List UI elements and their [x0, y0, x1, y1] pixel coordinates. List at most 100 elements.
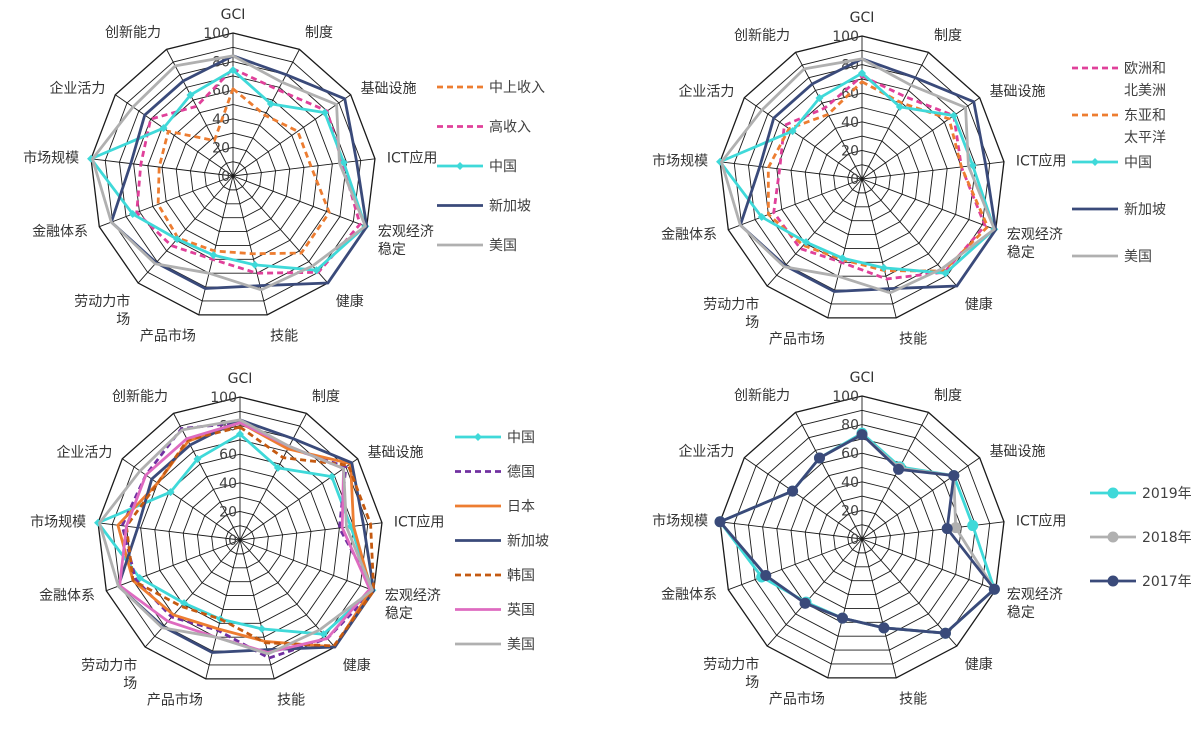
- grid-ring: [733, 49, 991, 305]
- spoke: [115, 94, 234, 177]
- grid-ring: [790, 467, 934, 609]
- spoke: [205, 539, 241, 679]
- series-2: [766, 80, 990, 273]
- legend-label: 中国: [489, 159, 517, 175]
- spoke: [137, 175, 234, 284]
- data-point: [941, 269, 950, 278]
- axis-label: 宏观经济稳定: [378, 224, 434, 258]
- series-6: [118, 421, 372, 654]
- grid-ring: [804, 481, 920, 595]
- legend-label: 东亚和太平洋: [1124, 108, 1166, 146]
- axis-label: 劳动力市场: [703, 656, 759, 691]
- data-point: [856, 429, 868, 441]
- data-point: [948, 470, 960, 482]
- data-point: [273, 463, 282, 472]
- spoke: [861, 412, 929, 540]
- radial-tick-label: 20: [841, 143, 859, 159]
- series-line: [766, 80, 990, 273]
- series-3: [116, 421, 373, 649]
- axis-label: 劳动力市场: [81, 657, 137, 692]
- legend-label: 日本: [507, 499, 535, 515]
- radial-tick-label: 20: [212, 140, 230, 156]
- axis-label: ICT应用: [1016, 152, 1066, 169]
- axis-label: 金融体系: [39, 588, 95, 604]
- legend-marker: [1091, 158, 1099, 166]
- axis-label: 企业活力: [678, 83, 734, 100]
- series-line: [89, 68, 367, 272]
- spoke: [861, 457, 980, 540]
- grid-ring: [747, 424, 977, 651]
- data-point: [236, 430, 244, 439]
- legend-marker: [1107, 487, 1119, 499]
- axis-label: 创新能力: [105, 25, 161, 41]
- legend-label: 德国: [507, 465, 535, 481]
- axis-label: 健康: [965, 656, 993, 673]
- series-3: [714, 429, 1000, 639]
- grid-ring: [211, 510, 269, 569]
- axis-label: 创新能力: [112, 389, 168, 405]
- axis-label: 创新能力: [734, 388, 790, 404]
- radial-tick-label: 0: [228, 533, 237, 549]
- legend-item: 高收入: [437, 119, 531, 136]
- spoke: [744, 97, 863, 180]
- series-2: [135, 67, 362, 275]
- series-5: [720, 57, 996, 295]
- series-line: [96, 432, 374, 636]
- legend-label: 高收入: [489, 119, 531, 136]
- series-line: [109, 54, 369, 290]
- grid-ring: [225, 525, 255, 555]
- radial-tick-label: 40: [841, 115, 859, 131]
- grid-ring: [833, 509, 891, 568]
- radar-chart-2: 020406080100GCI制度基础设施ICT应用宏观经济稳定健康技能产品市场…: [652, 10, 1166, 347]
- data-point: [879, 263, 888, 272]
- radial-tick-label: 0: [850, 532, 859, 548]
- data-point: [895, 102, 904, 111]
- spoke: [744, 457, 863, 540]
- axis-label: 健康: [343, 657, 371, 674]
- data-point: [319, 630, 328, 639]
- legend: 2019年 2018年 2017年: [1090, 486, 1192, 590]
- spoke: [861, 52, 929, 180]
- data-point: [941, 523, 953, 535]
- series-3: [87, 66, 370, 275]
- grid-ring: [847, 164, 877, 194]
- spoke: [766, 538, 863, 647]
- series-line: [116, 421, 373, 649]
- radial-tick-label: 100: [203, 26, 230, 42]
- legend-item: 中国: [455, 430, 535, 446]
- legend-label: 新加坡: [507, 534, 549, 550]
- series-line: [116, 418, 376, 654]
- data-point: [180, 599, 189, 608]
- series-line: [718, 433, 996, 635]
- axis-label: 基础设施: [368, 444, 424, 461]
- legend-label: 英国: [507, 602, 535, 619]
- radar-chart-3: 020406080100GCI制度基础设施ICT应用宏观经济稳定健康技能产品市场…: [30, 371, 549, 708]
- legend-marker: [456, 162, 464, 170]
- series-line: [718, 71, 996, 275]
- legend-item: 东亚和太平洋: [1072, 108, 1166, 146]
- axis-label: 企业活力: [56, 444, 112, 461]
- spoke: [232, 158, 376, 177]
- axis-label: GCI: [850, 10, 875, 26]
- legend-item: 2017年: [1090, 574, 1192, 590]
- axis-label: 宏观经济稳定: [385, 588, 441, 622]
- radial-tick-label: 20: [219, 504, 237, 520]
- axis-label: ICT应用: [1016, 512, 1066, 529]
- spoke: [97, 522, 241, 541]
- data-point: [939, 627, 951, 639]
- series-line: [118, 421, 372, 654]
- legend-label: 2019年: [1142, 486, 1192, 502]
- series-1: [772, 74, 987, 281]
- axis-label: 金融体系: [661, 227, 717, 243]
- data-point: [858, 69, 866, 78]
- spoke: [861, 97, 980, 180]
- spoke: [106, 539, 241, 592]
- data-point: [250, 260, 259, 269]
- spoke: [122, 458, 241, 541]
- legend-item: 美国: [1072, 249, 1152, 265]
- data-point: [327, 472, 336, 481]
- grid-ring: [161, 104, 305, 246]
- legend-label: 中上收入: [489, 80, 545, 96]
